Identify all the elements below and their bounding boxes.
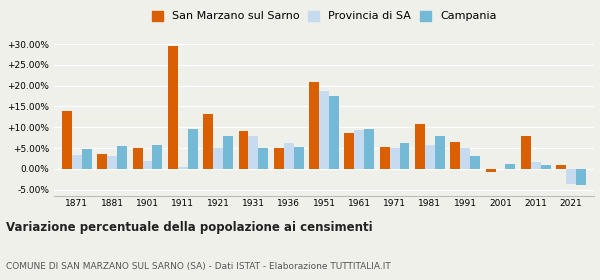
Bar: [97, 154, 107, 169]
Bar: [355, 130, 364, 169]
Bar: [62, 111, 72, 169]
Bar: [82, 148, 92, 169]
Bar: [521, 136, 531, 169]
Bar: [485, 169, 496, 172]
Bar: [400, 143, 409, 169]
Bar: [364, 129, 374, 169]
Bar: [460, 148, 470, 169]
Bar: [576, 169, 586, 185]
Bar: [566, 169, 576, 183]
Text: COMUNE DI SAN MARZANO SUL SARNO (SA) - Dati ISTAT - Elaborazione TUTTITALIA.IT: COMUNE DI SAN MARZANO SUL SARNO (SA) - D…: [6, 262, 391, 271]
Bar: [425, 145, 435, 169]
Bar: [72, 155, 82, 169]
Bar: [556, 165, 566, 169]
Bar: [152, 145, 163, 169]
Bar: [107, 156, 117, 169]
Bar: [274, 148, 284, 169]
Bar: [223, 136, 233, 169]
Text: Variazione percentuale della popolazione ai censimenti: Variazione percentuale della popolazione…: [6, 221, 373, 234]
Bar: [329, 96, 339, 169]
Bar: [293, 147, 304, 169]
Legend: San Marzano sul Sarno, Provincia di SA, Campania: San Marzano sul Sarno, Provincia di SA, …: [148, 7, 500, 25]
Bar: [259, 148, 268, 169]
Bar: [284, 143, 293, 169]
Bar: [188, 129, 197, 169]
Bar: [451, 142, 460, 169]
Bar: [505, 164, 515, 169]
Bar: [203, 114, 213, 169]
Bar: [470, 156, 480, 169]
Bar: [531, 162, 541, 169]
Bar: [117, 146, 127, 169]
Bar: [389, 148, 400, 169]
Bar: [143, 162, 152, 169]
Bar: [380, 147, 389, 169]
Bar: [344, 133, 355, 169]
Bar: [213, 148, 223, 169]
Bar: [133, 148, 143, 169]
Bar: [248, 136, 259, 169]
Bar: [178, 167, 188, 169]
Bar: [319, 92, 329, 169]
Bar: [435, 136, 445, 169]
Bar: [168, 46, 178, 169]
Bar: [309, 82, 319, 169]
Bar: [239, 131, 248, 169]
Bar: [415, 124, 425, 169]
Bar: [541, 165, 551, 169]
